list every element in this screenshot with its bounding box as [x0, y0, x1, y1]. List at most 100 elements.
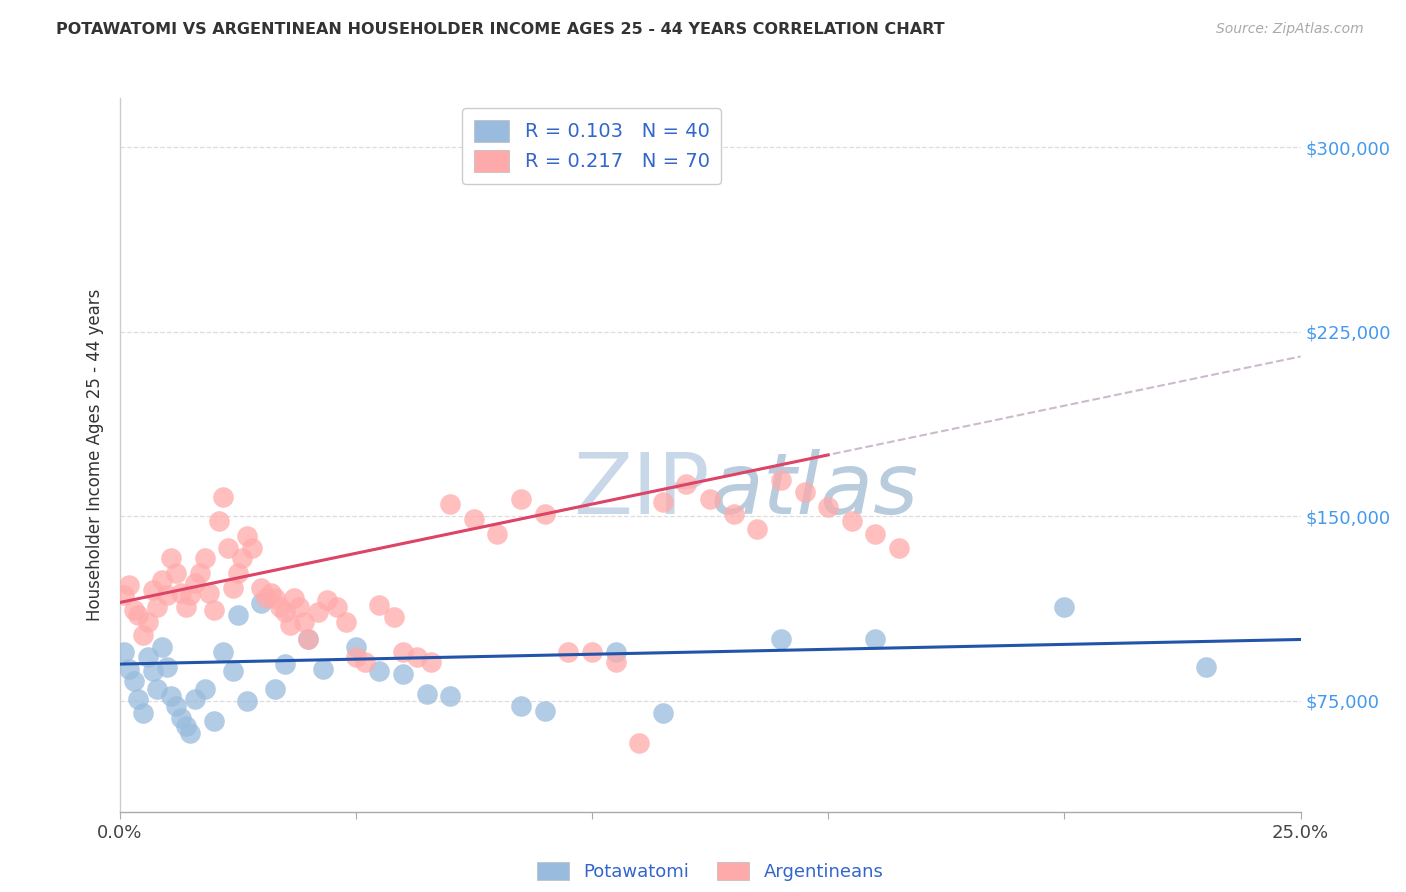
Point — [420, 655, 443, 669]
Point — [236, 694, 259, 708]
Point — [1195, 659, 1218, 673]
Point — [533, 704, 555, 718]
Point — [344, 640, 367, 654]
Point — [817, 500, 839, 514]
Point — [557, 645, 579, 659]
Point — [274, 657, 297, 671]
Point — [605, 655, 627, 669]
Point — [226, 566, 249, 580]
Text: POTAWATOMI VS ARGENTINEAN HOUSEHOLDER INCOME AGES 25 - 44 YEARS CORRELATION CHAR: POTAWATOMI VS ARGENTINEAN HOUSEHOLDER IN… — [56, 22, 945, 37]
Point — [132, 706, 155, 721]
Point — [184, 575, 207, 590]
Point — [198, 585, 221, 599]
Point — [193, 681, 215, 696]
Point — [392, 645, 415, 659]
Point — [699, 492, 721, 507]
Point — [136, 649, 159, 664]
Point — [217, 541, 239, 556]
Point — [174, 600, 197, 615]
Point — [179, 726, 201, 740]
Point — [193, 551, 215, 566]
Point — [254, 591, 277, 605]
Text: atlas: atlas — [710, 449, 918, 533]
Point — [142, 665, 165, 679]
Point — [160, 551, 183, 566]
Point — [250, 581, 273, 595]
Point — [581, 645, 603, 659]
Point — [651, 706, 673, 721]
Text: Source: ZipAtlas.com: Source: ZipAtlas.com — [1216, 22, 1364, 37]
Point — [278, 617, 301, 632]
Point — [392, 667, 415, 681]
Point — [865, 526, 887, 541]
Point — [236, 529, 259, 543]
Point — [212, 490, 235, 504]
Point — [406, 649, 429, 664]
Point — [605, 645, 627, 659]
Point — [188, 566, 211, 580]
Point — [283, 591, 305, 605]
Point — [316, 593, 339, 607]
Point — [184, 691, 207, 706]
Point — [250, 596, 273, 610]
Point — [264, 681, 287, 696]
Point — [651, 494, 673, 508]
Point — [510, 492, 533, 507]
Point — [307, 606, 329, 620]
Point — [887, 541, 910, 556]
Point — [368, 665, 391, 679]
Point — [628, 736, 651, 750]
Point — [222, 665, 245, 679]
Point — [510, 698, 533, 713]
Point — [240, 541, 263, 556]
Point — [793, 484, 815, 499]
Point — [165, 698, 187, 713]
Point — [222, 581, 245, 595]
Point — [231, 551, 253, 566]
Point — [127, 607, 149, 622]
Point — [288, 600, 311, 615]
Point — [170, 711, 193, 725]
Point — [533, 507, 555, 521]
Point — [212, 645, 235, 659]
Point — [136, 615, 159, 630]
Point — [208, 514, 231, 528]
Point — [202, 603, 225, 617]
Point — [382, 610, 405, 624]
Point — [463, 512, 485, 526]
Point — [335, 615, 357, 630]
Point — [156, 588, 179, 602]
Point — [122, 674, 145, 689]
Point — [226, 607, 249, 622]
Point — [415, 687, 437, 701]
Point — [747, 522, 769, 536]
Y-axis label: Householder Income Ages 25 - 44 years: Householder Income Ages 25 - 44 years — [86, 289, 104, 621]
Point — [132, 627, 155, 641]
Point — [841, 514, 863, 528]
Point — [264, 591, 287, 605]
Point — [326, 600, 349, 615]
Point — [769, 632, 792, 647]
Point — [344, 649, 367, 664]
Point — [112, 588, 135, 602]
Legend: R = 0.103   N = 40, R = 0.217   N = 70: R = 0.103 N = 40, R = 0.217 N = 70 — [463, 108, 721, 184]
Point — [122, 603, 145, 617]
Point — [112, 645, 135, 659]
Point — [269, 600, 291, 615]
Point — [127, 691, 149, 706]
Point — [170, 585, 193, 599]
Point — [311, 662, 333, 676]
Point — [165, 566, 187, 580]
Point — [118, 662, 141, 676]
Point — [292, 615, 315, 630]
Point — [723, 507, 745, 521]
Point — [174, 718, 197, 732]
Point — [260, 585, 283, 599]
Point — [142, 583, 165, 598]
Point — [769, 473, 792, 487]
Point — [160, 689, 183, 703]
Point — [156, 659, 179, 673]
Point — [675, 477, 697, 491]
Point — [146, 681, 169, 696]
Point — [297, 632, 319, 647]
